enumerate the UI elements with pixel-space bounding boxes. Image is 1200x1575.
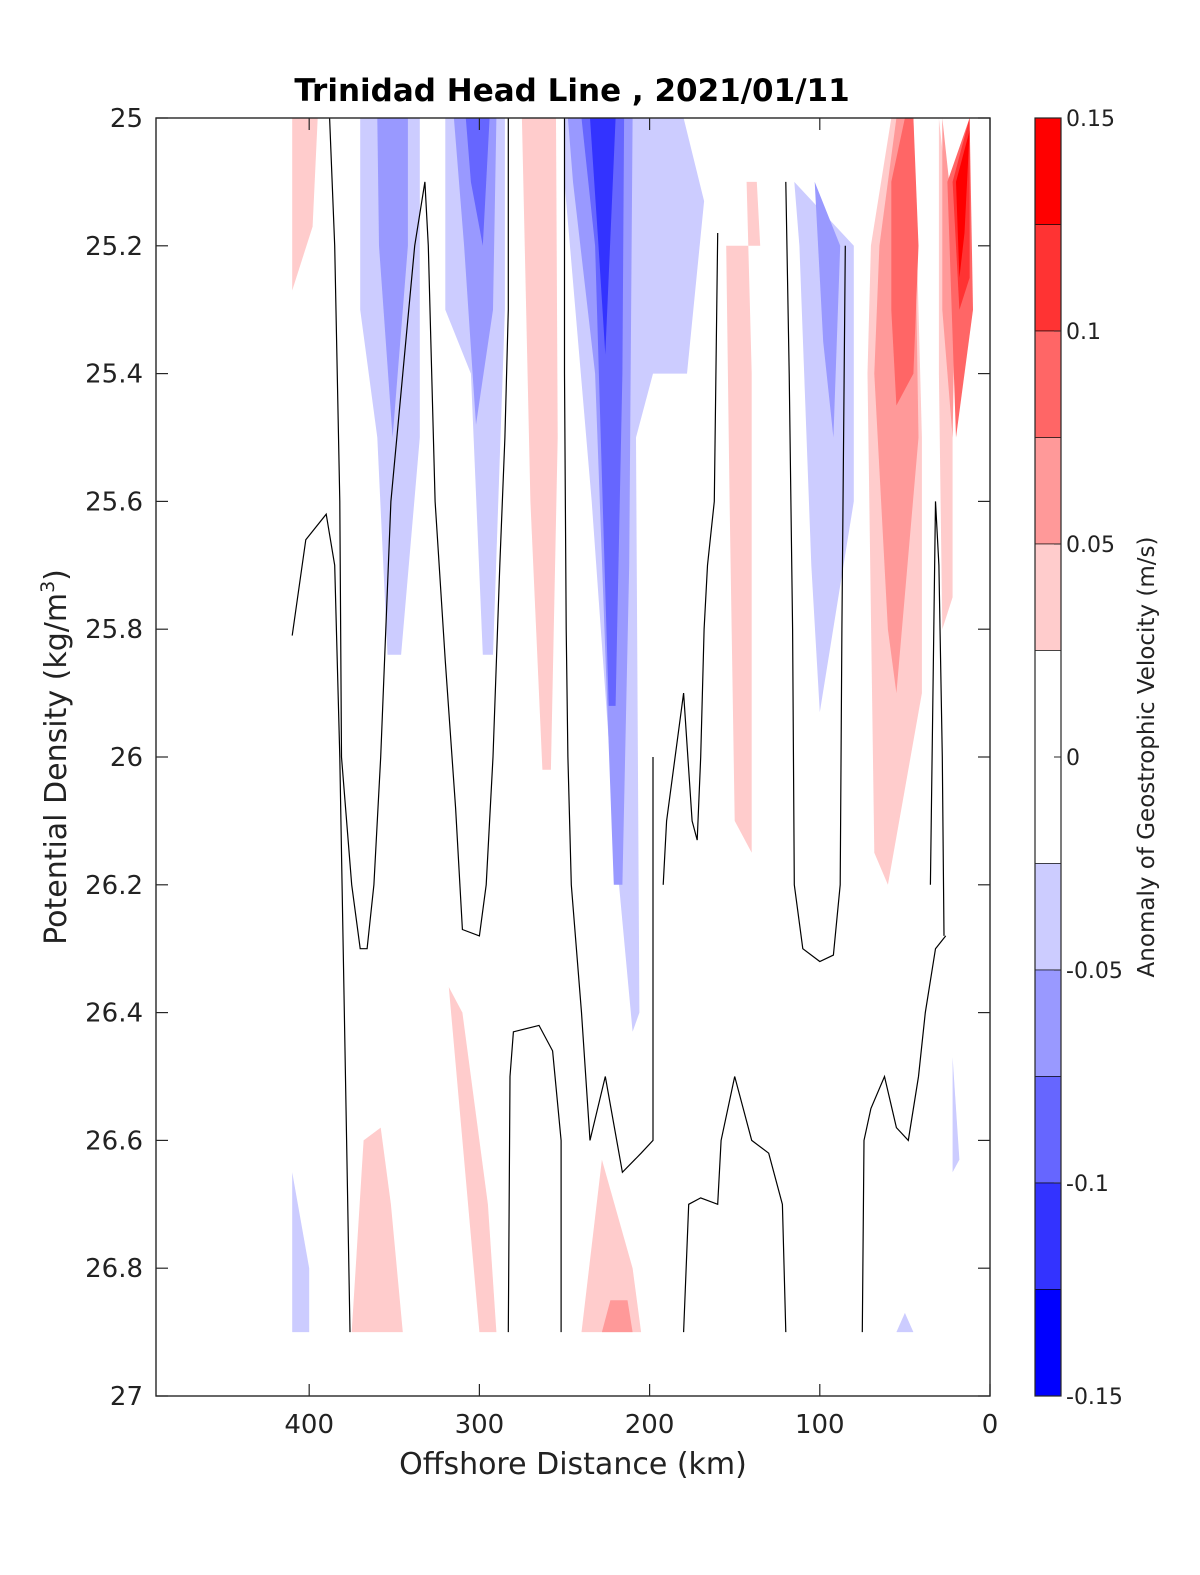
plot-background — [156, 118, 990, 1396]
colorbar-tick-label-1: 0.1 — [1066, 320, 1101, 345]
contour-fill-4 — [453, 118, 497, 425]
contour-fill-27 — [896, 1312, 914, 1333]
contour-fill-16 — [891, 118, 919, 406]
y-tick-label-7: 26.4 — [85, 999, 143, 1029]
contour-fill-5 — [465, 118, 490, 246]
contour-fill-25 — [601, 1300, 633, 1333]
x-tick-label-3: 100 — [795, 1410, 845, 1440]
colorbar-tick-label-4: -0.05 — [1066, 959, 1123, 984]
contour-fill-23 — [351, 1127, 403, 1333]
colorbar-ticks: 0.15 0.1 0.05 0 -0.05 -0.1 -0.15 — [1054, 107, 1123, 1410]
colorbar-level-1 — [1034, 224, 1062, 332]
contour-fill-21 — [956, 130, 970, 278]
colorbar-level-9 — [1034, 1182, 1062, 1290]
colorbar-label: Anomaly of Geostrophic Velocity (m/s) — [1134, 537, 1160, 978]
zero-contour-line-3 — [507, 1024, 562, 1333]
colorbar: 0.15 0.1 0.05 0 -0.05 -0.1 -0.15 — [1034, 107, 1123, 1410]
contour-fill-0 — [292, 118, 318, 291]
x-tick-label-0: 400 — [284, 1410, 334, 1440]
colorbar-level-10 — [1034, 1289, 1062, 1397]
contour-fill-13 — [814, 181, 841, 438]
colorbar-level-6 — [1034, 863, 1062, 971]
colorbar-level-3 — [1034, 437, 1062, 545]
contour-fill-26 — [292, 1172, 310, 1333]
y-tick-label-3: 25.6 — [85, 487, 143, 517]
y-axis-label: Potential Density (kg/m3) — [37, 569, 74, 945]
y-axis-ticks: 25 25.2 25.4 25.6 25.8 26 26.2 26.4 26.6 26.8 27 — [85, 104, 990, 1412]
y-tick-label-6: 26.2 — [85, 871, 143, 901]
zero-contour-line-5 — [662, 232, 719, 885]
y-tick-label-9: 26.8 — [85, 1254, 143, 1284]
y-tick-label-1: 25.2 — [85, 232, 143, 262]
filled-contours — [292, 118, 973, 1333]
y-axis-label-main: Potential Density (kg/m — [39, 593, 74, 945]
contour-fill-28 — [952, 1057, 960, 1173]
colorbar-tick-label-0: 0.15 — [1066, 107, 1115, 132]
zero-contour-line-1 — [563, 118, 654, 1174]
x-tick-label-1: 300 — [455, 1410, 505, 1440]
zero-contour-line-2 — [291, 512, 351, 1333]
y-tick-label-5: 26 — [110, 743, 143, 773]
chart-title: Trinidad Head Line , 2021/01/11 — [294, 73, 849, 109]
contour-lines — [291, 117, 947, 1333]
contour-fill-11 — [726, 181, 761, 853]
colorbar-level-8 — [1034, 1076, 1062, 1184]
zero-contour-line-8 — [929, 501, 945, 936]
contour-fill-6 — [521, 118, 558, 770]
zero-contour-line-0 — [329, 117, 509, 950]
x-tick-label-4: 0 — [982, 1410, 999, 1440]
y-axis-label-close: ) — [39, 569, 74, 581]
y-tick-label-8: 26.6 — [85, 1126, 143, 1156]
colorbar-level-4 — [1034, 543, 1062, 651]
contour-fill-12 — [794, 181, 854, 713]
zero-contour-line-6 — [785, 181, 846, 963]
colorbar-tick-label-5: -0.1 — [1066, 1172, 1109, 1197]
colorbar-tick-label-3: 0 — [1066, 746, 1080, 771]
contour-fill-10 — [590, 118, 616, 355]
colorbar-level-2 — [1034, 330, 1062, 438]
x-tick-label-2: 200 — [625, 1410, 675, 1440]
colorbar-level-0 — [1034, 117, 1062, 225]
plot-area: 400 300 200 100 0 25 25.2 25.4 25.6 25.8 26 26.2 26… — [85, 104, 998, 1440]
y-tick-label-4: 25.8 — [85, 615, 143, 645]
y-tick-label-10: 27 — [110, 1382, 143, 1412]
contour-fill-18 — [942, 118, 956, 438]
colorbar-tick-label-6: -0.15 — [1066, 1385, 1123, 1410]
y-tick-label-2: 25.4 — [85, 360, 143, 390]
contour-fill-24 — [581, 1159, 642, 1333]
zero-contour-line-4 — [683, 1076, 787, 1333]
y-axis-label-superscript: 3 — [37, 581, 59, 593]
colorbar-level-7 — [1034, 969, 1062, 1077]
contour-fill-22 — [448, 987, 497, 1333]
x-axis-ticks: 400 300 200 100 0 — [284, 118, 998, 1440]
contour-fill-2 — [377, 118, 408, 438]
contour-fill-9 — [581, 118, 625, 706]
y-tick-label-0: 25 — [110, 104, 143, 134]
x-axis-label: Offshore Distance (km) — [399, 1447, 747, 1482]
colorbar-levels — [1034, 117, 1062, 1397]
zero-contour-line-7 — [861, 935, 947, 1333]
colorbar-tick-label-2: 0.05 — [1066, 533, 1115, 558]
